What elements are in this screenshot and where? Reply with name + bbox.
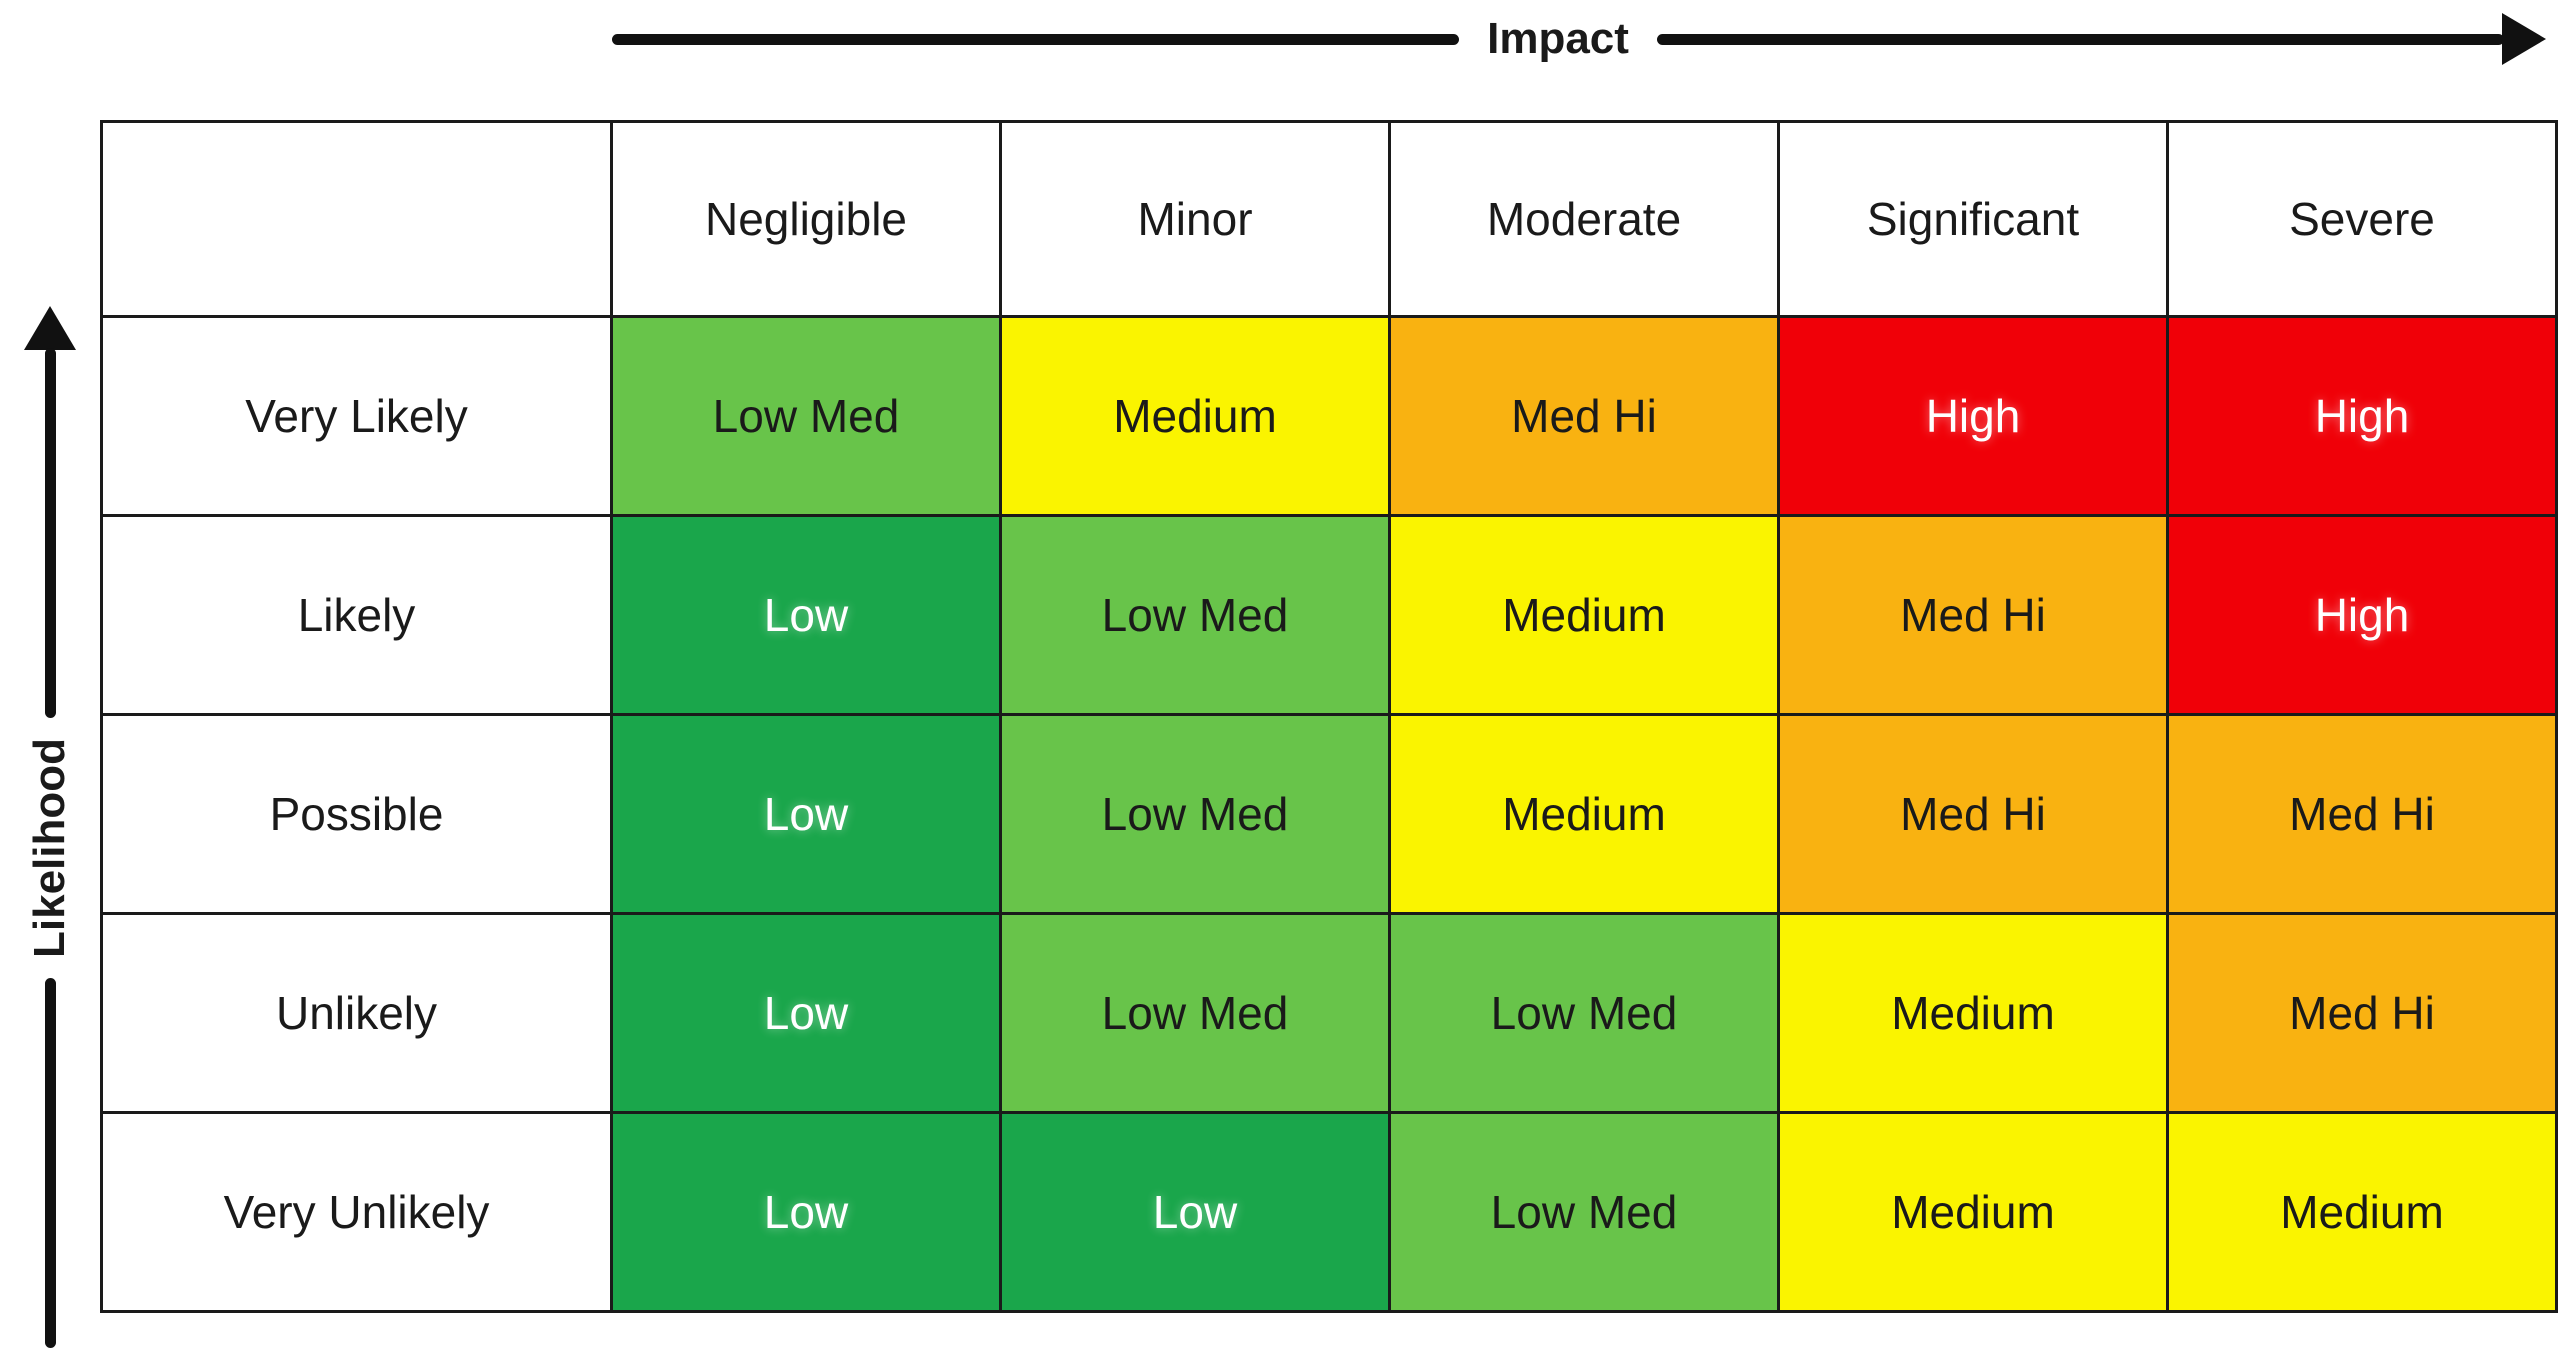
matrix-cell: Low: [610, 514, 1002, 716]
row-label-very-unlikely: Very Unlikely: [100, 1111, 613, 1313]
impact-axis-line-right: [1656, 33, 2505, 45]
likelihood-axis-label: Likelihood: [25, 738, 74, 958]
col-header-significant: Significant: [1777, 120, 2169, 318]
impact-axis-line-left: [612, 33, 1460, 45]
matrix-cell: Medium: [1388, 514, 1780, 716]
matrix-cell: Medium: [999, 315, 1391, 517]
risk-matrix-table: Negligible Minor Moderate Significant Se…: [100, 120, 2558, 1313]
matrix-cell: High: [2166, 315, 2558, 517]
impact-axis-label: Impact: [1487, 14, 1629, 63]
matrix-cell: Medium: [1777, 912, 2169, 1114]
matrix-cell: Low Med: [610, 315, 1002, 517]
matrix-row-possible: Possible Low Low Med Medium Med Hi Med H…: [100, 713, 2558, 915]
col-header-severe: Severe: [2166, 120, 2558, 318]
row-label-likely: Likely: [100, 514, 613, 716]
matrix-cell: High: [2166, 514, 2558, 716]
matrix-cell: Med Hi: [1388, 315, 1780, 517]
matrix-cell: Medium: [1388, 713, 1780, 915]
matrix-cell: Low: [610, 912, 1002, 1114]
col-header-minor: Minor: [999, 120, 1391, 318]
matrix-cell: Medium: [2166, 1111, 2558, 1313]
matrix-cell: Med Hi: [2166, 912, 2558, 1114]
row-label-very-likely: Very Likely: [100, 315, 613, 517]
matrix-cell: Low Med: [999, 514, 1391, 716]
matrix-cell: Low Med: [1388, 1111, 1780, 1313]
matrix-cell: Low: [610, 713, 1002, 915]
impact-axis-arrowhead-icon: [2502, 13, 2547, 65]
matrix-cell: Medium: [1777, 1111, 2169, 1313]
matrix-cell: Low Med: [999, 912, 1391, 1114]
matrix-row-very-likely: Very Likely Low Med Medium Med Hi High H…: [100, 315, 2558, 517]
header-row: Negligible Minor Moderate Significant Se…: [100, 120, 2558, 318]
col-header-negligible: Negligible: [610, 120, 1002, 318]
row-label-unlikely: Unlikely: [100, 912, 613, 1114]
matrix-row-likely: Likely Low Low Med Medium Med Hi High: [100, 514, 2558, 716]
likelihood-axis-line-bottom: [44, 978, 56, 1348]
col-header-moderate: Moderate: [1388, 120, 1780, 318]
matrix-cell: High: [1777, 315, 2169, 517]
likelihood-axis: Likelihood: [6, 306, 94, 1348]
matrix-row-very-unlikely: Very Unlikely Low Low Low Med Medium Med…: [100, 1111, 2558, 1313]
likelihood-axis-arrowhead-icon: [24, 306, 76, 350]
matrix-cell: Low Med: [999, 713, 1391, 915]
matrix-cell: Med Hi: [1777, 713, 2169, 915]
matrix-cell: Med Hi: [1777, 514, 2169, 716]
row-label-possible: Possible: [100, 713, 613, 915]
matrix-cell: Med Hi: [2166, 713, 2558, 915]
corner-spacer: [100, 120, 613, 318]
impact-axis: Impact: [612, 10, 2547, 68]
matrix-cell: Low: [610, 1111, 1002, 1313]
likelihood-axis-line-top: [44, 348, 56, 718]
matrix-cell: Low: [999, 1111, 1391, 1313]
matrix-cell: Low Med: [1388, 912, 1780, 1114]
matrix-row-unlikely: Unlikely Low Low Med Low Med Medium Med …: [100, 912, 2558, 1114]
